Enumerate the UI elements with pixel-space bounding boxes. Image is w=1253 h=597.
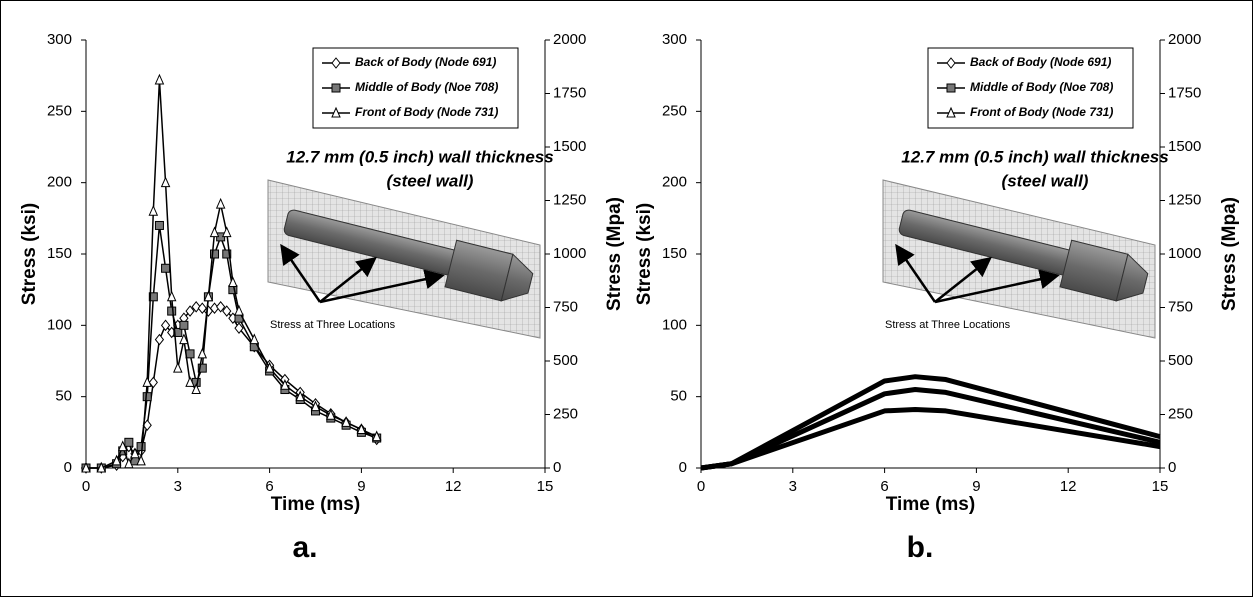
y2-tick-label: 750 bbox=[1168, 298, 1193, 315]
annotation: Stress at Three Locations bbox=[270, 319, 396, 331]
marker bbox=[168, 307, 176, 315]
annotation: 12.7 mm (0.5 inch) wall thickness bbox=[901, 147, 1168, 166]
inset bbox=[268, 180, 540, 338]
x-tick-label: 9 bbox=[357, 478, 365, 495]
y2-tick-label: 1250 bbox=[1168, 191, 1201, 208]
x-tick-label: 12 bbox=[1060, 478, 1077, 495]
series-line bbox=[701, 390, 1160, 468]
legend-marker bbox=[947, 84, 955, 92]
y-tick-label: 0 bbox=[64, 459, 72, 476]
y-tick-label: 300 bbox=[662, 31, 687, 48]
legend-label: Middle of Body (Noe 708) bbox=[355, 80, 498, 94]
marker bbox=[162, 264, 170, 272]
y2-tick-label: 1750 bbox=[553, 84, 586, 101]
y2-tick-label: 2000 bbox=[1168, 31, 1201, 48]
x-axis-label: Time (ms) bbox=[271, 494, 360, 515]
y2-tick-label: 250 bbox=[1168, 405, 1193, 422]
marker bbox=[217, 199, 225, 208]
y2-tick-label: 500 bbox=[1168, 352, 1193, 369]
x-tick-label: 15 bbox=[1152, 478, 1169, 495]
y2-tick-label: 1000 bbox=[553, 245, 586, 262]
marker bbox=[211, 228, 219, 237]
marker bbox=[155, 221, 163, 229]
y-tick-label: 200 bbox=[662, 174, 687, 191]
legend-label: Front of Body (Node 731) bbox=[970, 105, 1113, 119]
marker bbox=[137, 443, 145, 451]
y2-tick-label: 0 bbox=[1168, 459, 1176, 476]
marker bbox=[155, 75, 163, 84]
y-tick-label: 300 bbox=[47, 31, 72, 48]
legend-label: Back of Body (Node 691) bbox=[970, 55, 1111, 69]
marker bbox=[174, 363, 182, 372]
y2-tick-label: 1000 bbox=[1168, 245, 1201, 262]
marker bbox=[223, 228, 231, 237]
y2-tick-label: 1750 bbox=[1168, 84, 1201, 101]
x-tick-label: 9 bbox=[972, 478, 980, 495]
legend-marker bbox=[332, 84, 340, 92]
y-tick-label: 100 bbox=[662, 316, 687, 333]
y-tick-label: 150 bbox=[47, 245, 72, 262]
y2-tick-label: 250 bbox=[553, 405, 578, 422]
x-tick-label: 15 bbox=[537, 478, 554, 495]
inset bbox=[883, 180, 1155, 338]
annotation: Stress at Three Locations bbox=[885, 319, 1011, 331]
y-tick-label: 50 bbox=[670, 388, 687, 405]
y2-axis-label: Stress (Mpa) bbox=[1219, 197, 1240, 311]
x-tick-label: 0 bbox=[82, 478, 90, 495]
marker bbox=[180, 321, 188, 329]
marker bbox=[186, 350, 194, 358]
y-tick-label: 150 bbox=[662, 245, 687, 262]
y-tick-label: 50 bbox=[55, 388, 72, 405]
y-axis-label: Stress (ksi) bbox=[634, 203, 655, 305]
annotation: (steel wall) bbox=[1002, 171, 1089, 190]
panel-label: a. bbox=[292, 531, 317, 564]
panel-label: b. bbox=[907, 531, 934, 564]
y-tick-label: 0 bbox=[679, 459, 687, 476]
y2-tick-label: 1250 bbox=[553, 191, 586, 208]
y-axis-label: Stress (ksi) bbox=[19, 203, 40, 305]
y2-tick-label: 1500 bbox=[1168, 138, 1201, 155]
marker bbox=[149, 206, 157, 215]
x-tick-label: 6 bbox=[880, 478, 888, 495]
x-tick-label: 3 bbox=[789, 478, 797, 495]
x-tick-label: 6 bbox=[265, 478, 273, 495]
x-tick-label: 3 bbox=[174, 478, 182, 495]
marker bbox=[125, 438, 133, 446]
y2-tick-label: 0 bbox=[553, 459, 561, 476]
y2-tick-label: 2000 bbox=[553, 31, 586, 48]
marker bbox=[155, 335, 163, 345]
figure: 0501001502002503000250500750100012501500… bbox=[0, 0, 1253, 597]
y2-tick-label: 1500 bbox=[553, 138, 586, 155]
x-tick-label: 12 bbox=[445, 478, 462, 495]
y-tick-label: 200 bbox=[47, 174, 72, 191]
marker bbox=[162, 178, 170, 187]
y-tick-label: 250 bbox=[662, 102, 687, 119]
x-axis-label: Time (ms) bbox=[886, 494, 975, 515]
legend-label: Middle of Body (Noe 708) bbox=[970, 80, 1113, 94]
marker bbox=[143, 393, 151, 401]
y-tick-label: 100 bbox=[47, 316, 72, 333]
y2-axis-label: Stress (Mpa) bbox=[604, 197, 625, 311]
x-tick-label: 0 bbox=[697, 478, 705, 495]
legend-label: Back of Body (Node 691) bbox=[355, 55, 496, 69]
annotation: (steel wall) bbox=[387, 171, 474, 190]
y2-tick-label: 500 bbox=[553, 352, 578, 369]
marker bbox=[198, 349, 206, 358]
marker bbox=[229, 278, 237, 287]
y2-tick-label: 750 bbox=[553, 298, 578, 315]
legend-label: Front of Body (Node 731) bbox=[355, 105, 498, 119]
y-tick-label: 250 bbox=[47, 102, 72, 119]
annotation: 12.7 mm (0.5 inch) wall thickness bbox=[286, 147, 553, 166]
